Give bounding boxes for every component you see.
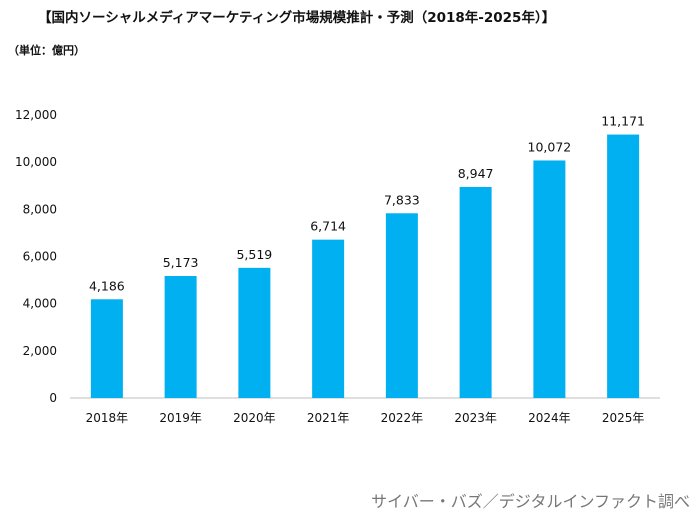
x-tick-label: 2019年 <box>159 411 202 425</box>
y-tick-label: 12,000 <box>15 108 57 122</box>
bar-value-label: 4,186 <box>89 278 125 293</box>
bar-value-label: 5,519 <box>236 247 272 262</box>
chart-title: 【国内ソーシャルメディアマーケティング市場規模推計・予測（2018年-2025年… <box>38 10 556 26</box>
y-tick-label: 8,000 <box>23 202 57 216</box>
bar-value-label: 8,947 <box>458 166 494 181</box>
bar-value-label: 10,072 <box>528 139 572 154</box>
bar-value-label: 11,171 <box>601 114 645 129</box>
bar <box>533 160 566 398</box>
bar <box>164 276 197 398</box>
x-tick-label: 2020年 <box>233 411 276 425</box>
bar <box>90 299 123 398</box>
bar-value-label: 6,714 <box>310 219 346 234</box>
bar <box>385 213 418 398</box>
y-tick-label: 10,000 <box>15 155 57 169</box>
y-tick-label: 4,000 <box>23 297 57 311</box>
x-tick-label: 2023年 <box>454 411 497 425</box>
y-tick-label: 6,000 <box>23 250 57 264</box>
bar <box>312 239 345 398</box>
bar-value-label: 5,173 <box>163 255 199 270</box>
x-tick-label: 2018年 <box>86 411 129 425</box>
y-tick-label: 0 <box>49 391 57 405</box>
unit-label: （単位：億円） <box>8 44 85 57</box>
bar <box>607 134 640 398</box>
y-tick-label: 2,000 <box>23 344 57 358</box>
x-tick-label: 2025年 <box>602 411 645 425</box>
x-tick-label: 2022年 <box>381 411 424 425</box>
bar <box>238 267 271 398</box>
source-credit: サイバー・バズ／デジタルインファクト調べ <box>371 492 690 511</box>
x-tick-label: 2021年 <box>307 411 350 425</box>
bar-value-label: 7,833 <box>384 192 420 207</box>
x-tick-label: 2024年 <box>528 411 571 425</box>
bar <box>459 186 492 398</box>
